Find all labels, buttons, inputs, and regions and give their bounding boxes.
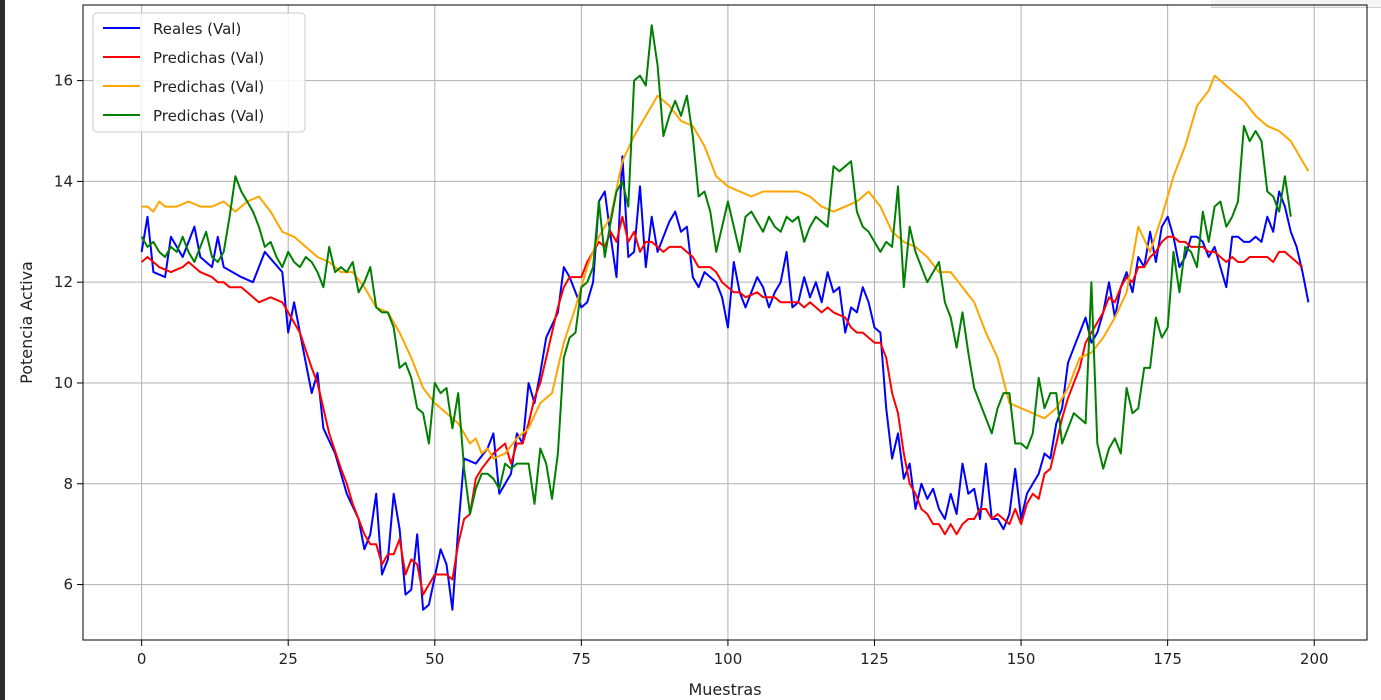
axis-ticks: 0 25 50 75 100 125 150 175 200 6 8 10 12 14 16 (54, 72, 1329, 668)
y-tick-label: 12 (54, 273, 73, 291)
y-tick-label: 16 (54, 72, 73, 90)
legend-label-3: Predichas (Val) (153, 107, 264, 125)
series-line-1 (140, 215, 1304, 596)
x-tick-label: 50 (425, 650, 444, 668)
window-left-edge (0, 0, 5, 700)
series-line-0 (140, 155, 1310, 611)
window-top-right-tab-strip (1211, 0, 1381, 8)
series-line-3 (140, 24, 1292, 515)
y-axis-label: Potencia Activa (17, 261, 36, 384)
legend-label-1: Predichas (Val) (153, 49, 264, 67)
series-line-2 (141, 74, 1310, 460)
legend: Reales (Val) Predichas (Val) Predichas (Va… (92, 12, 306, 133)
x-tick-label: 100 (714, 650, 743, 668)
x-axis-label: Muestras (688, 680, 761, 699)
x-tick-label: 200 (1300, 650, 1329, 668)
x-tick-label: 175 (1153, 650, 1182, 668)
y-tick-label: 8 (63, 475, 73, 493)
x-tick-label: 25 (279, 650, 298, 668)
y-tick-label: 6 (63, 576, 73, 594)
x-tick-label: 150 (1007, 650, 1036, 668)
x-tick-label: 75 (572, 650, 591, 668)
x-tick-label: 0 (137, 650, 147, 668)
series-layer (140, 24, 1310, 611)
plot-area-frame (82, 4, 1368, 641)
legend-label-2: Predichas (Val) (153, 78, 264, 96)
x-tick-label: 125 (860, 650, 889, 668)
y-tick-label: 14 (54, 172, 73, 190)
legend-label-0: Reales (Val) (153, 20, 241, 38)
y-tick-label: 10 (54, 374, 73, 392)
legend-box (92, 12, 306, 133)
